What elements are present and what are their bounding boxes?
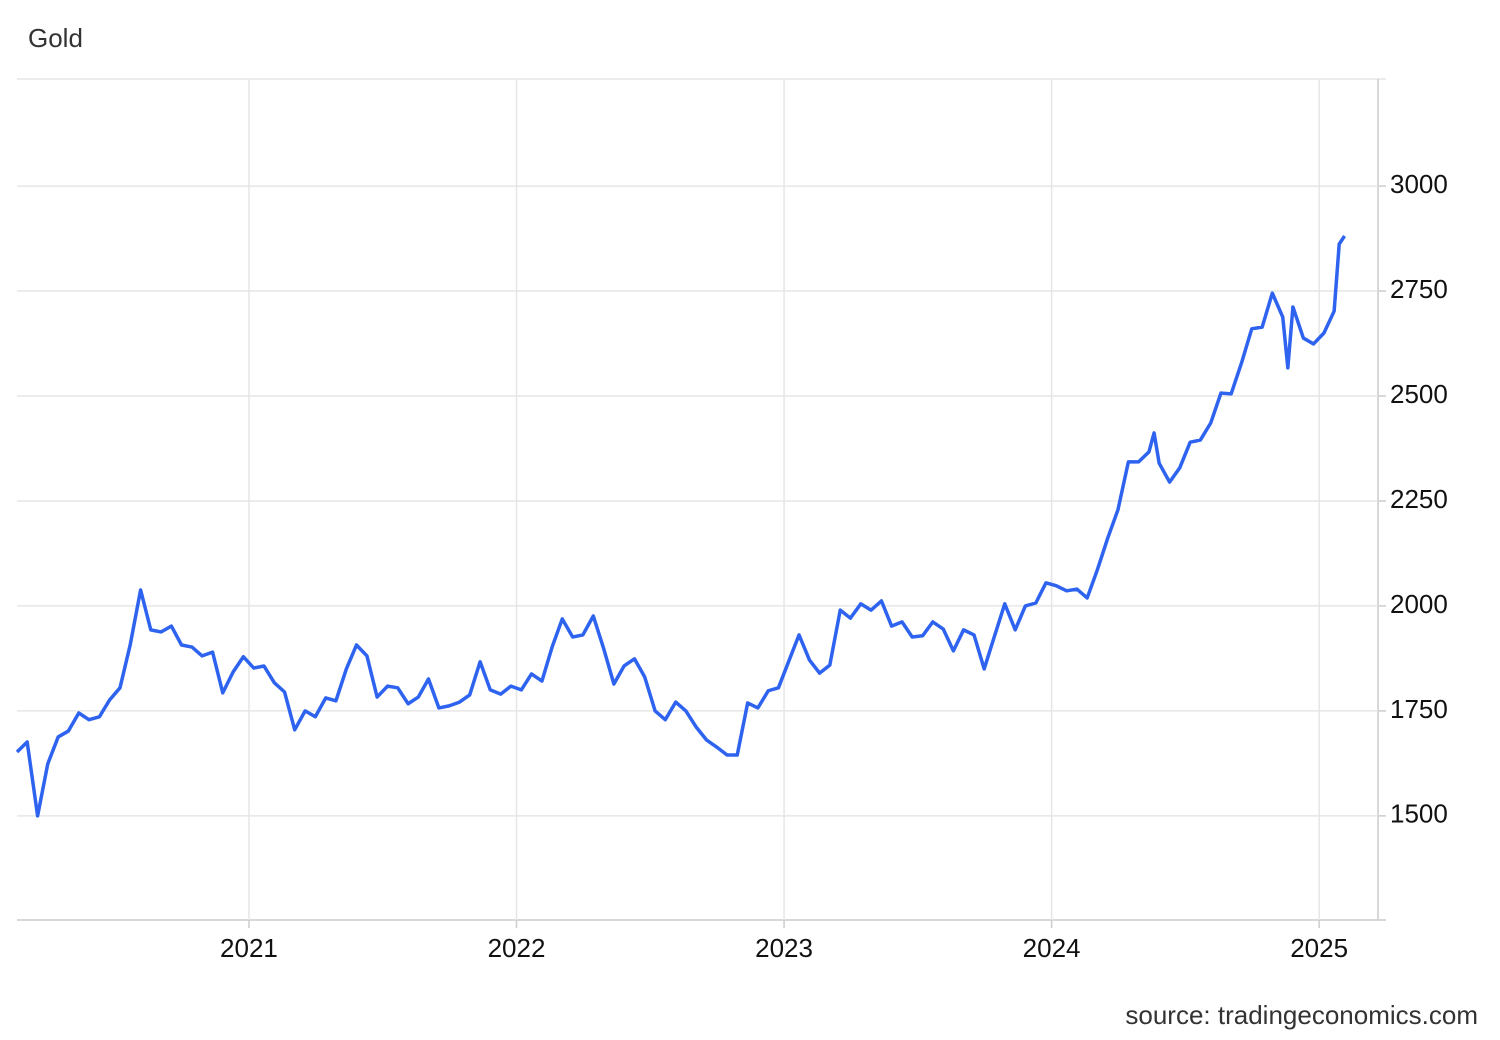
x-tick-label: 2022 (488, 933, 546, 963)
chart-title: Gold (28, 23, 83, 53)
y-tick-label: 2750 (1390, 274, 1448, 304)
y-tick-label: 2250 (1390, 484, 1448, 514)
y-tick-label: 2500 (1390, 379, 1448, 409)
price-line (15, 235, 1347, 818)
y-tick-label: 2000 (1390, 589, 1448, 619)
x-tick-label: 2023 (755, 933, 813, 963)
x-tick-label: 2025 (1290, 933, 1348, 963)
source: source: tradingeconomics.com (1125, 1000, 1478, 1030)
x-tick-label: 2024 (1023, 933, 1081, 963)
y-tick-label: 1500 (1390, 799, 1448, 829)
x-tick-label: 2021 (220, 933, 278, 963)
y-tick-label: 1750 (1390, 694, 1448, 724)
y-tick-label: 3000 (1390, 169, 1448, 199)
